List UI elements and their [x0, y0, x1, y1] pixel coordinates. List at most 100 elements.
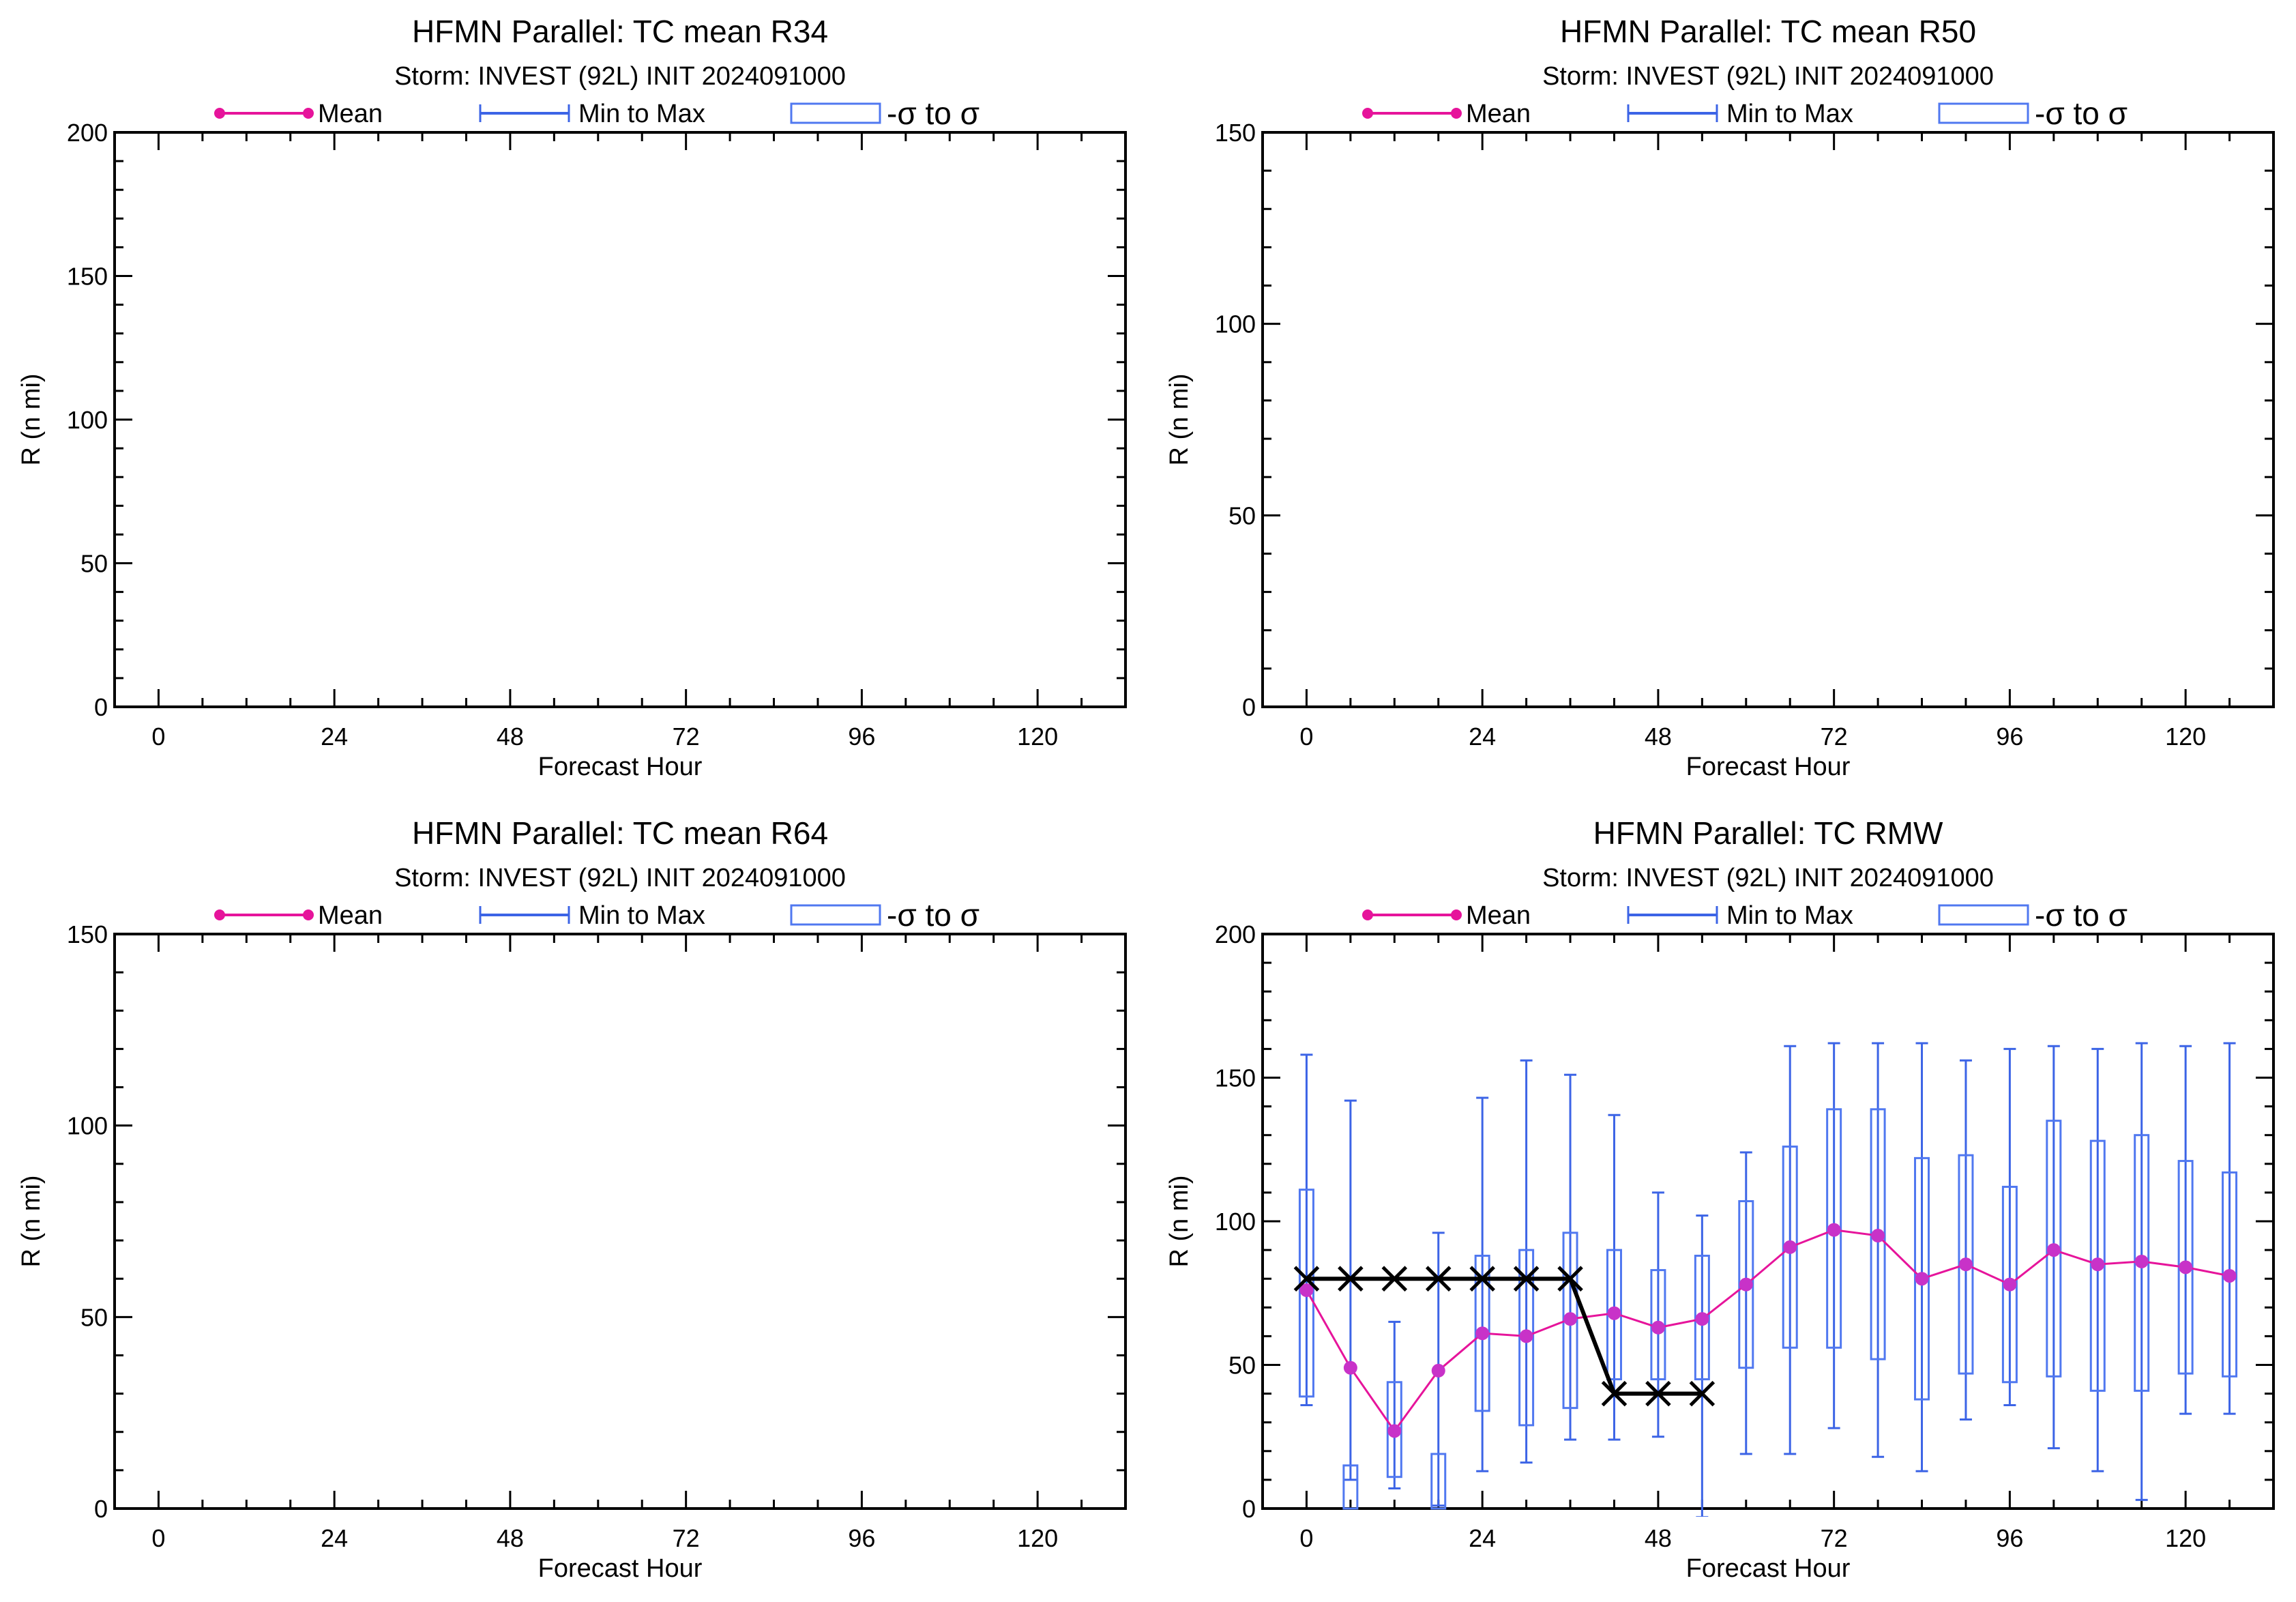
y-axis: 0 50 100 150 200 — [1215, 920, 2273, 1523]
legend-sigma-box — [790, 904, 881, 926]
mean-point — [1387, 1424, 1402, 1438]
observed-marker — [1425, 1266, 1452, 1292]
x-tick-label: 96 — [1996, 723, 2023, 751]
legend-mean-label: Mean — [1466, 100, 1531, 128]
mean-point — [1695, 1312, 1709, 1326]
sigma-box — [1298, 1189, 1314, 1398]
chart-title: HFMN Parallel: TC mean R50 — [1560, 14, 1976, 49]
mean-point — [1827, 1223, 1841, 1237]
x-tick-label: 24 — [321, 1524, 348, 1552]
x-axis: 0 24 48 72 96 120 — [1299, 934, 2275, 1552]
x-tick-label: 120 — [2165, 1524, 2206, 1552]
x-tick-label: 96 — [1996, 1524, 2023, 1552]
x-tick-label: 0 — [151, 723, 165, 751]
y-axis: 0 50 100 150 — [67, 920, 1125, 1523]
chart-title: HFMN Parallel: TC RMW — [1593, 815, 1943, 851]
observed-marker — [1645, 1380, 1671, 1407]
y-tick-label: 0 — [1242, 693, 1256, 721]
legend-sigma-label: -σ to σ — [2035, 897, 2128, 933]
x-tick-label: 120 — [2165, 723, 2206, 751]
x-tick-label: 72 — [673, 723, 700, 751]
mean-point — [1871, 1229, 1885, 1243]
y-tick-label: 150 — [1215, 1064, 1256, 1092]
sigma-box — [2089, 1139, 2106, 1392]
chart-panel-r34: HFMN Parallel: TC mean R34 Storm: INVEST … — [17, 14, 1127, 781]
observed-marker — [1557, 1266, 1583, 1292]
legend-sigma-box — [790, 102, 881, 124]
mean-point — [2046, 1243, 2061, 1257]
y-tick-label: 50 — [80, 1303, 108, 1331]
legend-mean-label: Mean — [318, 100, 383, 128]
mean-point — [1431, 1363, 1445, 1378]
mean-point — [1915, 1272, 1929, 1286]
mean-point — [1299, 1283, 1314, 1298]
x-tick-label: 0 — [1299, 1524, 1313, 1552]
mean-point — [1343, 1360, 1357, 1375]
x-tick-label: 24 — [1469, 1524, 1496, 1552]
sigma-box — [1694, 1255, 1710, 1381]
mean-point — [1651, 1320, 1665, 1335]
legend-mean-marker — [1451, 909, 1462, 920]
x-tick-label: 96 — [848, 723, 875, 751]
y-tick-label: 100 — [67, 406, 108, 434]
mean-point — [2179, 1260, 2193, 1275]
x-tick-label: 0 — [1299, 723, 1313, 751]
legend-mean-marker — [303, 909, 314, 920]
sigma-box — [2046, 1120, 2062, 1378]
plot-frame — [113, 933, 1127, 1510]
x-tick-label: 120 — [1017, 723, 1058, 751]
legend-range-label: Min to Max — [1726, 901, 1853, 930]
plot-frame — [113, 131, 1127, 708]
y-tick-label: 50 — [80, 550, 108, 578]
plot-frame — [1261, 933, 2275, 1510]
observed-line — [1306, 1277, 1703, 1396]
x-tick-label: 48 — [1645, 723, 1672, 751]
plot-frame — [1261, 131, 2275, 708]
x-axis-label: Forecast Hour — [538, 753, 703, 781]
observed-marker — [1689, 1380, 1716, 1407]
y-axis-label: R (n mi) — [1165, 1175, 1194, 1267]
x-tick-label: 72 — [1821, 723, 1848, 751]
mean-point — [2134, 1254, 2149, 1268]
mean-point — [1783, 1240, 1797, 1254]
legend-mean-marker — [1362, 909, 1373, 920]
sigma-box — [1826, 1108, 1842, 1349]
data-layer — [1293, 1042, 2238, 1517]
mean-point — [1563, 1312, 1578, 1326]
sigma-box — [1518, 1249, 1535, 1427]
y-tick-label: 100 — [67, 1112, 108, 1140]
legend-range-label: Min to Max — [578, 901, 705, 930]
observed-marker — [1469, 1266, 1495, 1292]
mean-line — [1306, 1229, 2230, 1433]
mean-point — [2222, 1268, 2237, 1283]
x-tick-label: 0 — [151, 1524, 165, 1552]
chart-subtitle: Storm: INVEST (92L) INIT 2024091000 — [1542, 62, 1994, 91]
y-tick-label: 150 — [1215, 119, 1256, 147]
observed-marker — [1601, 1380, 1628, 1407]
legend-range-label: Min to Max — [1726, 100, 1853, 128]
chart-panel-r64: HFMN Parallel: TC mean R64 Storm: INVEST … — [17, 815, 1127, 1583]
x-tick-label: 72 — [1821, 1524, 1848, 1552]
legend-mean-marker — [1362, 108, 1373, 119]
x-tick-label: 120 — [1017, 1524, 1058, 1552]
sigma-box — [1342, 1464, 1359, 1510]
legend-mean-marker — [1451, 108, 1462, 119]
y-axis-label: R (n mi) — [17, 1175, 46, 1267]
x-axis-label: Forecast Hour — [538, 1554, 703, 1583]
y-tick-label: 150 — [67, 920, 108, 948]
legend-mean-label: Mean — [318, 901, 383, 930]
observed-marker — [1293, 1266, 1320, 1292]
chart-legend: Mean Min to Max -σ to σ — [214, 96, 980, 131]
y-axis-label: R (n mi) — [17, 373, 46, 465]
chart-title: HFMN Parallel: TC mean R34 — [412, 14, 828, 49]
y-tick-label: 0 — [94, 693, 108, 721]
legend-sigma-label: -σ to σ — [887, 897, 980, 933]
mean-point — [1958, 1257, 1973, 1272]
chart-legend: Mean Min to Max -σ to σ — [214, 897, 980, 933]
legend-mean-marker — [214, 108, 225, 119]
chart-legend: Mean Min to Max -σ to σ — [1362, 96, 2128, 131]
legend-sigma-box — [1938, 904, 2029, 926]
legend-mean-marker — [214, 909, 225, 920]
observed-marker — [1381, 1266, 1408, 1292]
